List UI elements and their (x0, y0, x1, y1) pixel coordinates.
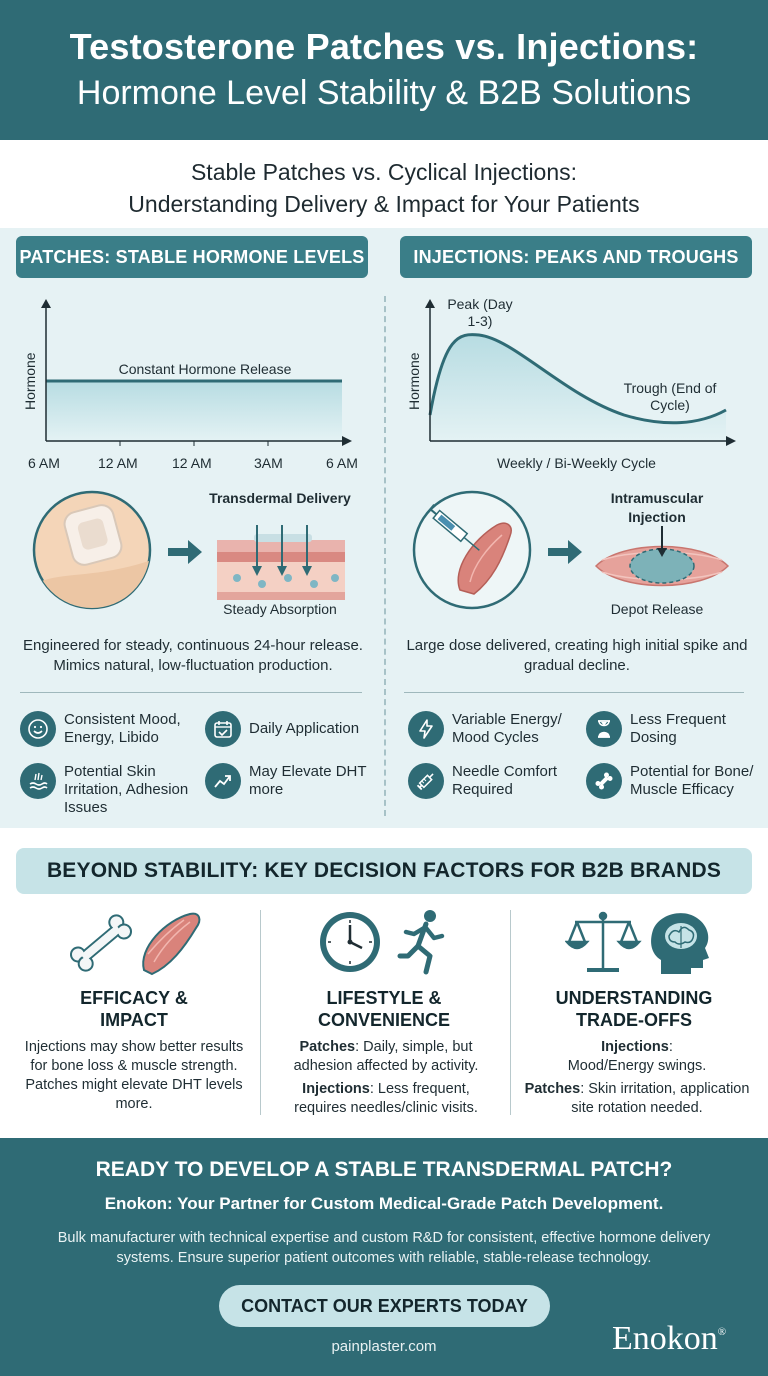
patches-rule (20, 692, 362, 693)
injections-heading: INJECTIONS: PEAKS AND TROUGHS (400, 236, 752, 278)
patches-tick-5: 6 AM (326, 455, 358, 471)
feature-item: Variable Energy/ Mood Cycles (408, 711, 588, 747)
factor-tradeoff-body: Injections: Mood/Energy swings. Patches:… (520, 1038, 754, 1118)
transdermal-illustration (32, 490, 345, 610)
factor-tradeoff-para-2: Patches: Skin irritation, application si… (524, 1081, 750, 1116)
trend-up-icon (205, 763, 241, 799)
footer-headline: READY TO DEVELOP A STABLE TRANSDERMAL PA… (95, 1158, 673, 1181)
hourglass-icon (586, 711, 622, 747)
patches-chart (41, 299, 352, 446)
footer-tagline: Enokon: Your Partner for Custom Medical-… (104, 1194, 664, 1213)
tradeoff-icons (565, 911, 709, 974)
injection-illustration (412, 490, 730, 610)
smile-icon (20, 711, 56, 747)
feature-label: Potential Skin Irritation, Adhesion Issu… (64, 763, 189, 816)
feature-label: Less Frequent Dosing (630, 711, 726, 746)
trough-label: Trough (End of Cycle) (623, 380, 717, 413)
injection-title: Intramuscular Injection (610, 490, 704, 525)
feature-label: Potential for Bone/ Muscle Efficacy (630, 763, 754, 798)
column-divider (384, 296, 386, 816)
injections-area (430, 334, 726, 441)
feature-item: Consistent Mood, Energy, Libido (20, 711, 200, 747)
feature-item: Less Frequent Dosing (586, 711, 756, 747)
feature-item: Daily Application (205, 711, 375, 747)
injection-caption: Depot Release (610, 601, 704, 617)
patches-y-arrow (41, 299, 51, 308)
patches-tick-3: 12 AM (172, 455, 212, 471)
page-subtitle-title: Hormone Level Stability & B2B Solutions (76, 74, 692, 112)
factor-tradeoff-title: UNDERSTANDING TRADE-OFFS (555, 988, 713, 1030)
brand-logo: Enokon® (612, 1320, 727, 1357)
patches-area (46, 381, 342, 441)
patches-y-label: Hormone (22, 352, 38, 410)
calendar-check-icon (205, 711, 241, 747)
factor-lifestyle-para-2: Injections: Less frequent, requires need… (294, 1081, 478, 1116)
patches-heading: PATCHES: STABLE HORMONE LEVELS (16, 236, 368, 278)
factor-divider-1 (260, 910, 261, 1115)
lightning-icon (408, 711, 444, 747)
patches-tick-1: 6 AM (28, 455, 60, 471)
header-banner: Testosterone Patches vs. Injections: Hor… (0, 0, 768, 140)
feature-label: May Elevate DHT more (249, 763, 367, 798)
contact-experts-button[interactable]: CONTACT OUR EXPERTS TODAY (219, 1285, 550, 1327)
patches-tick-4: 3AM (254, 455, 283, 471)
factor-tradeoff-para-1: Injections: Mood/Energy swings. (567, 1039, 707, 1074)
injections-rule (404, 692, 744, 693)
muscle-icon (142, 912, 201, 976)
patches-tick-2: 12 AM (98, 455, 138, 471)
feature-item: Potential for Bone/ Muscle Efficacy (586, 763, 764, 799)
feature-item: Potential Skin Irritation, Adhesion Issu… (20, 763, 210, 817)
runner-icon (397, 910, 445, 975)
brain-head-icon (651, 913, 709, 974)
injections-curve (428, 333, 727, 425)
feature-label: Variable Energy/ Mood Cycles (452, 711, 562, 746)
injections-description: Large dose delivered, creating high init… (406, 637, 748, 674)
website-link[interactable]: painplaster.com (331, 1338, 437, 1355)
injections-chart (425, 299, 736, 446)
factor-efficacy-title: EFFICACY & IMPACT (80, 988, 188, 1030)
peak-label: Peak (Day 1-3) (447, 296, 513, 329)
patches-series-label: Constant Hormone Release (118, 361, 292, 377)
feature-label: Daily Application (249, 720, 360, 737)
syringe-icon (408, 763, 444, 799)
factor-efficacy-body: Injections may show better results for b… (24, 1039, 244, 1112)
feature-item: Needle Comfort Required (408, 763, 588, 799)
patches-x-arrow (342, 436, 352, 446)
decision-factors-heading: BEYOND STABILITY: KEY DECISION FACTORS F… (16, 848, 752, 894)
clock-icon (320, 912, 380, 972)
factor-lifestyle-body: Patches: Daily, simple, but adhesion aff… (274, 1038, 498, 1118)
section-subtitle: Stable Patches vs. Cyclical Injections: … (0, 156, 768, 220)
transdermal-caption: Steady Absorption (223, 601, 337, 617)
arrow-right-icon (168, 540, 202, 564)
lifestyle-icons (320, 910, 445, 975)
factor-divider-2 (510, 910, 511, 1115)
bone-icon (69, 914, 133, 972)
skin-irritation-icon (20, 763, 56, 799)
injections-y-label: Hormone (406, 352, 422, 410)
feature-label: Needle Comfort Required (452, 763, 558, 798)
arrow-right-icon (548, 540, 582, 564)
transdermal-title: Transdermal Delivery (209, 490, 351, 506)
subtitle-line-1: Stable Patches vs. Cyclical Injections: (190, 159, 578, 185)
bone-icon (586, 763, 622, 799)
balance-scale-icon (565, 911, 642, 972)
factor-lifestyle-title: LIFESTYLE & CONVENIENCE (317, 988, 451, 1030)
feature-item: May Elevate DHT more (205, 763, 375, 799)
patches-description: Engineered for steady, continuous 24-hou… (23, 637, 363, 674)
efficacy-icons (69, 912, 201, 976)
injections-x-label: Weekly / Bi-Weekly Cycle (497, 455, 656, 471)
footer-body: Bulk manufacturer with technical experti… (57, 1230, 711, 1266)
feature-label: Consistent Mood, Energy, Libido (64, 711, 181, 746)
page-title: Testosterone Patches vs. Injections: (69, 26, 699, 67)
footer-banner (0, 1138, 768, 1376)
factor-lifestyle-para-1: Patches: Daily, simple, but adhesion aff… (293, 1039, 479, 1074)
subtitle-line-2: Understanding Delivery & Impact for Your… (128, 191, 640, 217)
